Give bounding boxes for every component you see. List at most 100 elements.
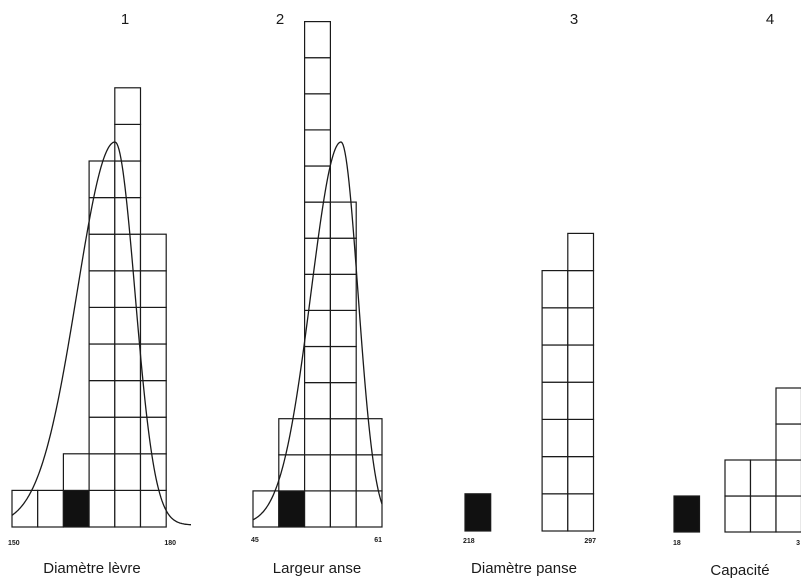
panel-2-bin-3-cell-14 xyxy=(304,21,332,59)
panel-2-bin-3-cell-9 xyxy=(304,201,332,239)
panel-1-bin-6-cell-3 xyxy=(139,416,167,455)
panel-1-bin-5-cell-3 xyxy=(114,416,142,455)
panel-1-distribution-curve xyxy=(11,141,191,526)
panel-1-bin-5-cell-12 xyxy=(114,87,142,126)
panel-2-number: 2 xyxy=(276,11,284,28)
panel-3-bin-4-cell-6 xyxy=(541,307,569,346)
panel-1-bin-4-cell-2 xyxy=(88,453,116,491)
panel-3-label: Diamètre panse xyxy=(471,560,577,577)
panel-1-bin-5-cell-8 xyxy=(114,233,142,272)
panel-3: 3 Diamètre panse 218 297 xyxy=(463,11,596,577)
panel-1-bin-4-cell-10 xyxy=(88,160,116,199)
panel-2-bin-3-cell-4 xyxy=(304,382,332,420)
panel-2-bin-4-cell-3 xyxy=(329,418,357,456)
panel-2-histogram xyxy=(252,21,383,528)
panel-2-x-min-label: 45 xyxy=(251,537,259,544)
panel-2-bin-3-cell-3 xyxy=(304,418,332,456)
panel-2-bin-3-cell-5 xyxy=(304,345,332,384)
panel-1-bin-4-cell-7 xyxy=(88,270,116,308)
panel-1-bin-4-cell-3 xyxy=(88,416,116,455)
panel-2-bin-2-cell-1 xyxy=(278,490,306,528)
panel-1-label: Diamètre lèvre xyxy=(43,560,141,577)
panel-1-bin-1-cell-1 xyxy=(11,489,39,528)
panel-3-bin-5-cell-8 xyxy=(567,232,595,272)
panel-1-bin-4-cell-1 xyxy=(88,489,116,528)
panel-1-bin-5-cell-11 xyxy=(114,123,142,162)
panel-1-bin-4-cell-8 xyxy=(88,233,116,272)
panel-4-label: Capacité xyxy=(710,562,769,579)
panel-1: 1 Diamètre lèvre 150 180 xyxy=(8,11,191,577)
panel-1-bin-2-cell-1 xyxy=(37,489,65,528)
panel-4-bin-5-cell-4 xyxy=(775,387,801,425)
panel-1-bin-5-cell-1 xyxy=(114,489,142,528)
panel-2-label: Largeur anse xyxy=(273,560,361,577)
panel-2-bin-4-cell-8 xyxy=(329,237,357,275)
panel-1-bin-4-cell-4 xyxy=(88,380,116,418)
panel-2-distribution-curve xyxy=(252,141,383,521)
panel-3-bin-4-cell-4 xyxy=(541,381,569,421)
panel-3-bin-5-cell-4 xyxy=(567,381,595,421)
panel-3-bin-5-cell-3 xyxy=(567,418,595,458)
panel-1-bin-3-cell-2 xyxy=(62,453,90,491)
panel-3-bin-1-cell-1 xyxy=(464,493,492,532)
panel-2-bin-5-cell-1 xyxy=(355,490,383,528)
panel-2-bin-3-cell-7 xyxy=(304,273,332,311)
panel-2-bin-4-cell-2 xyxy=(329,454,357,492)
panel-3-x-min-label: 218 xyxy=(463,538,475,545)
panel-1-bin-5-cell-10 xyxy=(114,160,142,199)
panel-1-bin-5-cell-5 xyxy=(114,343,142,382)
panel-4-x-max-label: 3 xyxy=(796,540,800,547)
panel-3-x-max-label: 297 xyxy=(584,538,596,545)
panel-3-bin-4-cell-7 xyxy=(541,270,569,309)
panel-1-x-max-label: 180 xyxy=(164,540,176,547)
panel-1-x-min-label: 150 xyxy=(8,540,20,547)
panel-1-bin-6-cell-7 xyxy=(139,270,167,308)
panel-1-bin-6-cell-1 xyxy=(139,489,167,528)
panel-1-bin-5-cell-4 xyxy=(114,380,142,418)
panel-1-number: 1 xyxy=(121,11,129,28)
panel-4-bin-5-cell-3 xyxy=(775,423,801,461)
panel-4-bin-3-cell-2 xyxy=(724,459,752,497)
panel-1-bin-5-cell-7 xyxy=(114,270,142,308)
panel-1-bin-3-cell-1 xyxy=(62,489,90,528)
panel-1-bin-6-cell-5 xyxy=(139,343,167,382)
panel-1-histogram xyxy=(11,87,191,528)
panel-2-bin-4-cell-5 xyxy=(329,345,357,384)
panel-4-bin-3-cell-1 xyxy=(724,495,752,533)
panel-4: 4 Capacité 18 3 xyxy=(673,11,801,579)
panel-2-bin-4-cell-1 xyxy=(329,490,357,528)
panel-3-bin-5-cell-6 xyxy=(567,307,595,346)
panel-4-number: 4 xyxy=(766,11,774,28)
panel-2-bin-5-cell-2 xyxy=(355,454,383,492)
panel-3-bin-5-cell-2 xyxy=(567,456,595,495)
panel-1-bin-4-cell-9 xyxy=(88,197,116,235)
panel-4-bin-5-cell-1 xyxy=(775,495,801,533)
panel-1-bin-4-cell-5 xyxy=(88,343,116,382)
panel-2-bin-3-cell-12 xyxy=(304,93,332,131)
panel-3-bin-4-cell-3 xyxy=(541,418,569,458)
panel-4-bin-4-cell-2 xyxy=(749,459,777,497)
panel-2-bin-3-cell-1 xyxy=(304,490,332,528)
panel-2-bin-2-cell-2 xyxy=(278,454,306,492)
panel-3-bin-4-cell-2 xyxy=(541,456,569,495)
panel-3-histogram xyxy=(464,232,595,532)
panel-3-bin-4-cell-5 xyxy=(541,344,569,383)
panel-1-bin-5-cell-2 xyxy=(114,453,142,491)
panel-4-x-min-label: 18 xyxy=(673,540,681,547)
panel-3-number: 3 xyxy=(570,11,578,28)
panel-1-bin-4-cell-6 xyxy=(88,306,116,345)
panel-4-histogram xyxy=(673,387,801,533)
panel-2: 2 Largeur anse 45 61 xyxy=(251,11,383,577)
panel-4-bin-1-cell-1 xyxy=(673,495,701,533)
panel-3-bin-5-cell-5 xyxy=(567,344,595,383)
panel-1-bin-6-cell-2 xyxy=(139,453,167,491)
panel-3-bin-5-cell-1 xyxy=(567,493,595,532)
panel-2-bin-4-cell-7 xyxy=(329,273,357,311)
panel-2-bin-3-cell-2 xyxy=(304,454,332,492)
panel-1-bin-6-cell-8 xyxy=(139,233,167,272)
panel-2-bin-4-cell-4 xyxy=(329,382,357,420)
panel-1-bin-6-cell-6 xyxy=(139,306,167,345)
panel-2-x-max-label: 61 xyxy=(374,537,382,544)
panel-4-bin-4-cell-1 xyxy=(749,495,777,533)
